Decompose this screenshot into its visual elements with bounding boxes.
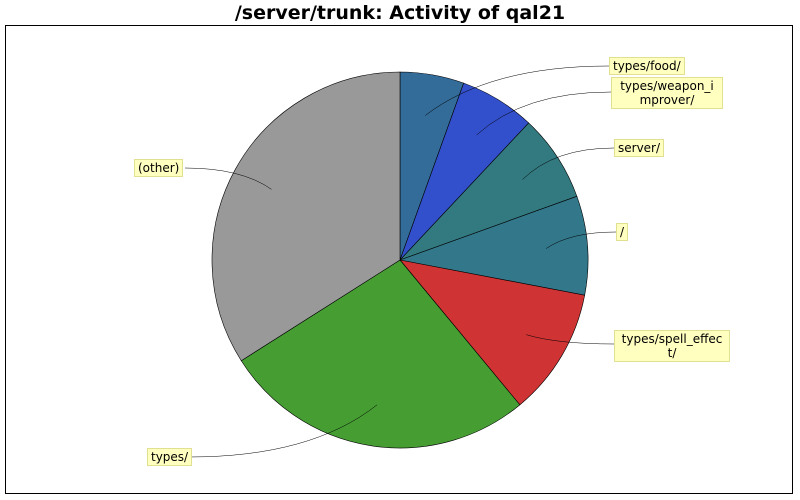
leader-line <box>522 147 615 180</box>
leader-line <box>526 334 615 345</box>
slice-label-types-weapon-improver: types/weapon_improver/ <box>611 77 723 109</box>
pie-slice-types-spell-effect <box>399 259 586 406</box>
pie-slice-other <box>211 71 401 362</box>
plot-frame <box>5 25 793 494</box>
leader-line <box>546 231 617 249</box>
chart-title: /server/trunk: Activity of qal21 <box>234 2 566 24</box>
slice-label-types-food: types/food/ <box>609 57 685 75</box>
slice-label-server: server/ <box>614 139 665 157</box>
leader-line <box>425 65 610 116</box>
slice-label-types: types/ <box>147 448 193 466</box>
leader-line <box>476 91 612 136</box>
slice-label-root: / <box>616 223 629 241</box>
leader-line <box>188 404 378 458</box>
leader-line <box>184 167 272 190</box>
slice-label-types-spell-effect: types/spell_effect/ <box>614 330 730 362</box>
pie-slice- <box>398 195 589 296</box>
pie-slice-types <box>240 259 521 449</box>
slice-label-other: (other) <box>134 159 184 177</box>
